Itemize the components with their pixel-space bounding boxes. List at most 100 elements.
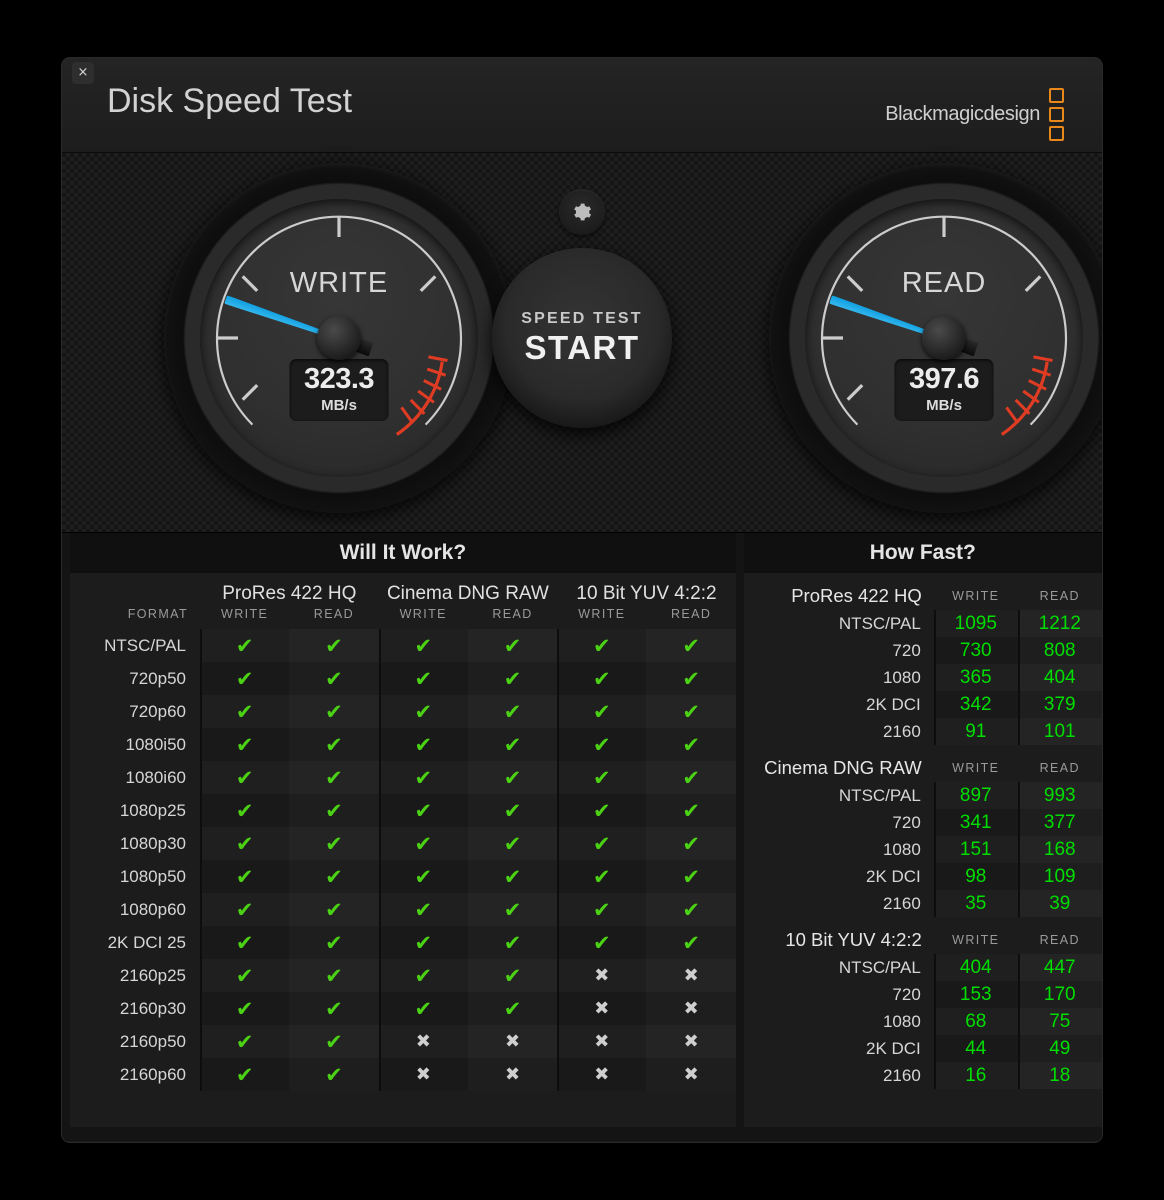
- check-icon: ✔: [682, 897, 700, 922]
- cross-icon: ✖: [683, 1031, 699, 1052]
- supported-check-icon: ✔: [646, 860, 736, 893]
- check-icon: ✔: [235, 798, 254, 823]
- check-icon: ✔: [414, 963, 433, 988]
- gear-icon[interactable]: [559, 189, 605, 235]
- table-row: NTSC/PAL 1095 1212: [744, 610, 1102, 637]
- table-row: 1080 68 75: [744, 1008, 1102, 1035]
- how-fast-read-value: 447: [1017, 954, 1102, 981]
- supported-check-icon: ✔: [467, 827, 558, 860]
- supported-check-icon: ✔: [646, 827, 736, 860]
- write-gauge-label: WRITE: [289, 267, 389, 299]
- table-row: 2160p30 ✔ ✔ ✔ ✔ ✖ ✖: [70, 992, 736, 1025]
- spacer-cell: [70, 573, 200, 607]
- supported-check-icon: ✔: [467, 629, 558, 662]
- table-row: 2160p25 ✔ ✔ ✔ ✔ ✖ ✖: [70, 959, 736, 992]
- blackmagic-logo-icon: [1049, 88, 1064, 141]
- how-fast-tbody: ProRes 422 HQ WRITE READ NTSC/PAL 1095 1212 72…: [744, 573, 1102, 1089]
- supported-check-icon: ✔: [646, 662, 736, 695]
- check-icon: ✔: [682, 765, 700, 790]
- check-icon: ✔: [503, 699, 522, 724]
- close-icon[interactable]: ×: [72, 62, 94, 84]
- how-fast-row-label: 2K DCI: [865, 1038, 921, 1058]
- will-it-work-thead: ProRes 422 HQ Cinema DNG RAW 10 Bit YUV …: [70, 573, 736, 629]
- supported-check-icon: ✔: [378, 794, 468, 827]
- how-fast-write-value: 16: [933, 1062, 1018, 1089]
- cross-icon: ✖: [594, 998, 610, 1019]
- cross-icon: ✖: [594, 1064, 610, 1085]
- check-icon: ✔: [414, 996, 433, 1021]
- check-icon: ✔: [325, 1029, 343, 1054]
- how-fast-panel: How Fast? ProRes 422 HQ WRITE READ NTSC/PAL…: [743, 533, 1102, 1127]
- supported-check-icon: ✔: [378, 893, 468, 926]
- check-icon: ✔: [682, 732, 700, 757]
- supported-check-icon: ✔: [200, 926, 290, 959]
- table-row: 720 341 377: [744, 809, 1102, 836]
- supported-check-icon: ✔: [289, 827, 379, 860]
- how-fast-row-label: 720: [892, 812, 921, 832]
- supported-check-icon: ✔: [200, 893, 290, 926]
- table-row: 720p60 ✔ ✔ ✔ ✔ ✔ ✔: [70, 695, 736, 728]
- how-fast-read-value: 993: [1017, 782, 1102, 809]
- check-icon: ✔: [325, 963, 343, 988]
- title-bar: Disk Speed Test Blackmagicdesign: [62, 58, 1102, 153]
- check-icon: ✔: [503, 633, 522, 658]
- supported-check-icon: ✔: [200, 761, 290, 794]
- check-icon: ✔: [682, 831, 700, 856]
- check-icon: ✔: [235, 666, 254, 691]
- read-gauge-redzone: [1000, 355, 1053, 436]
- table-row: 2K DCI 342 379: [744, 691, 1102, 718]
- table-row: 2K DCI 98 109: [744, 863, 1102, 890]
- check-icon: ✔: [325, 996, 343, 1021]
- check-icon: ✔: [414, 732, 433, 757]
- supported-check-icon: ✔: [378, 992, 468, 1025]
- check-icon: ✔: [682, 864, 700, 889]
- supported-check-icon: ✔: [646, 893, 736, 926]
- supported-check-icon: ✔: [289, 1058, 379, 1091]
- row-format-label: 1080p50: [119, 866, 186, 886]
- supported-check-icon: ✔: [467, 860, 558, 893]
- codec-header-row: ProRes 422 HQ Cinema DNG RAW 10 Bit YUV …: [70, 573, 736, 607]
- will-it-work-header: Will It Work?: [70, 533, 736, 573]
- supported-check-icon: ✔: [646, 629, 736, 662]
- supported-check-icon: ✔: [467, 728, 558, 761]
- supported-check-icon: ✔: [467, 893, 558, 926]
- how-fast-read-value: 377: [1017, 809, 1102, 836]
- check-icon: ✔: [593, 798, 611, 823]
- how-fast-header: How Fast?: [743, 533, 1102, 573]
- table-row: NTSC/PAL 404 447: [744, 954, 1102, 981]
- subheader-write-1: WRITE: [399, 607, 447, 621]
- table-row: 2160 91 101: [744, 718, 1102, 745]
- subheader-read-0: READ: [313, 607, 355, 621]
- check-icon: ✔: [414, 699, 433, 724]
- how-fast-read-value: 75: [1017, 1008, 1102, 1035]
- supported-check-icon: ✔: [467, 695, 558, 728]
- how-fast-write-value: 365: [933, 664, 1018, 691]
- how-fast-read-value: 808: [1017, 637, 1102, 664]
- table-row: 2160 16 18: [744, 1062, 1102, 1089]
- supported-check-icon: ✔: [289, 761, 379, 794]
- speed-test-start-button[interactable]: SPEED TEST START: [492, 248, 672, 428]
- check-icon: ✔: [235, 996, 254, 1021]
- how-fast-write-value: 98: [933, 863, 1018, 890]
- how-fast-row-label: 720: [892, 640, 921, 660]
- supported-check-icon: ✔: [557, 926, 647, 959]
- check-icon: ✔: [235, 897, 254, 922]
- how-fast-group-header: Cinema DNG RAW WRITE READ: [744, 745, 1102, 782]
- how-fast-write-value: 35: [933, 890, 1018, 917]
- read-gauge-face: READ 397.6 MB/s: [805, 199, 1083, 477]
- check-icon: ✔: [682, 699, 700, 724]
- how-fast-row-label: 2160: [882, 1065, 921, 1085]
- supported-check-icon: ✔: [467, 761, 558, 794]
- unsupported-cross-icon: ✖: [557, 1025, 647, 1058]
- check-icon: ✔: [593, 666, 611, 691]
- check-icon: ✔: [682, 930, 700, 955]
- check-icon: ✔: [325, 798, 343, 823]
- how-fast-group-title: 10 Bit YUV 4:2:2: [785, 929, 922, 950]
- supported-check-icon: ✔: [289, 926, 379, 959]
- supported-check-icon: ✔: [289, 860, 379, 893]
- check-icon: ✔: [414, 633, 433, 658]
- check-icon: ✔: [593, 765, 611, 790]
- supported-check-icon: ✔: [467, 992, 558, 1025]
- check-icon: ✔: [325, 930, 343, 955]
- start-button-caption: SPEED TEST: [521, 309, 643, 327]
